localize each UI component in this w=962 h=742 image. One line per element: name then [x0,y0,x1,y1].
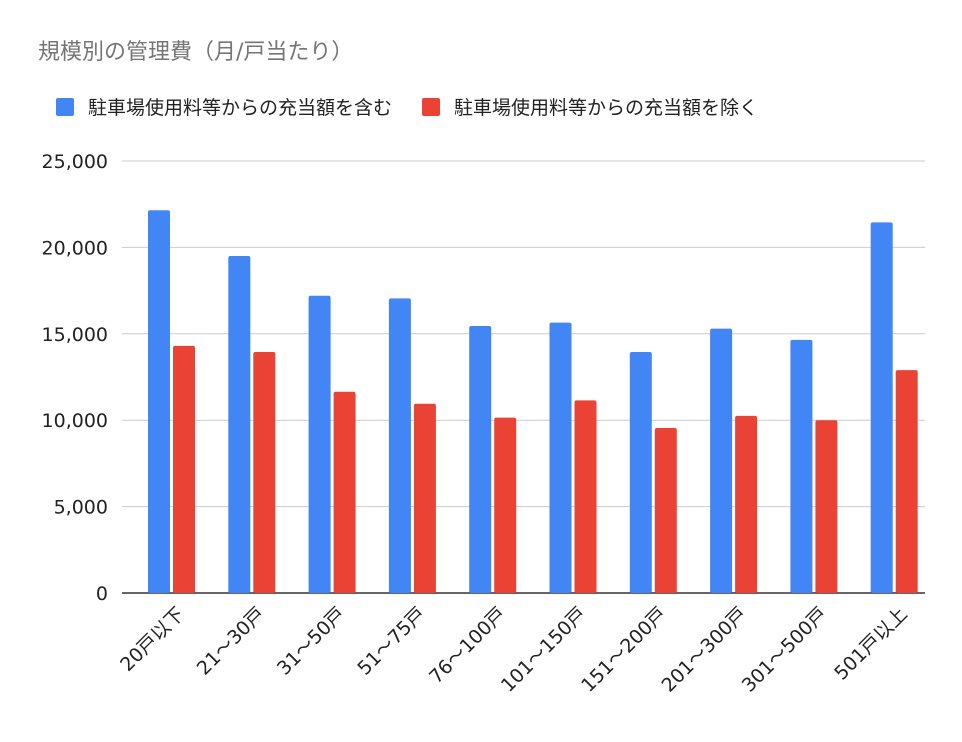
x-tick-label: 501戸以上 [830,603,912,685]
bar-series-2 [815,420,838,593]
legend-item-series-1[interactable]: 駐車場使用料等からの充当額を含む [56,93,392,120]
x-tick-label: 201～300戸 [657,603,751,697]
x-tick-label: 301～500戸 [738,603,832,697]
y-tick-label: 25,000 [42,151,108,173]
bar-series-2 [654,427,677,593]
bar-series-2 [413,403,436,593]
y-tick-label: 5,000 [54,497,108,519]
x-tick-label: 20戸以下 [116,603,189,676]
legend-swatch-series-1 [56,97,74,116]
bar-series-1 [870,222,893,593]
bar-series-1 [148,210,170,594]
bar-series-2 [253,351,276,593]
bar-series-1 [710,328,733,593]
bar-series-2 [574,400,597,593]
chart-title: 規模別の管理費（月/戸当たり） [38,40,354,65]
x-tick-label: 76～100戸 [425,603,510,688]
y-tick-label: 0 [96,583,108,605]
x-tick-label: 21～30戸 [193,603,270,680]
x-tick-label: 51～75戸 [353,603,430,680]
x-tick-label: 31～50戸 [273,603,350,680]
bar-series-1 [388,298,411,593]
legend: 駐車場使用料等からの充当額を含む 駐車場使用料等からの充当額を除く [56,93,788,120]
y-tick-label: 15,000 [42,324,108,346]
bar-series-2 [494,417,517,593]
legend-item-series-2[interactable]: 駐車場使用料等からの充当額を除く [422,93,758,120]
bar-series-2 [735,415,758,593]
legend-label-series-1: 駐車場使用料等からの充当額を含む [88,97,393,119]
bar-series-1 [790,339,813,593]
bar-series-1 [629,351,652,593]
x-tick-label: 101～150戸 [497,603,591,697]
bar-series-2 [333,391,356,593]
legend-swatch-series-2 [422,97,441,116]
bar-series-2 [895,370,918,593]
bar-series-1 [308,295,331,593]
y-tick-label: 10,000 [42,410,108,432]
bar-series-2 [173,345,195,593]
bar-series-1 [469,326,492,593]
bar-series-1 [549,322,572,593]
y-tick-label: 20,000 [42,237,108,259]
legend-label-series-2: 駐車場使用料等からの充当額を除く [454,97,759,119]
bar-series-1 [228,256,251,593]
x-tick-label: 151～200戸 [577,603,671,697]
